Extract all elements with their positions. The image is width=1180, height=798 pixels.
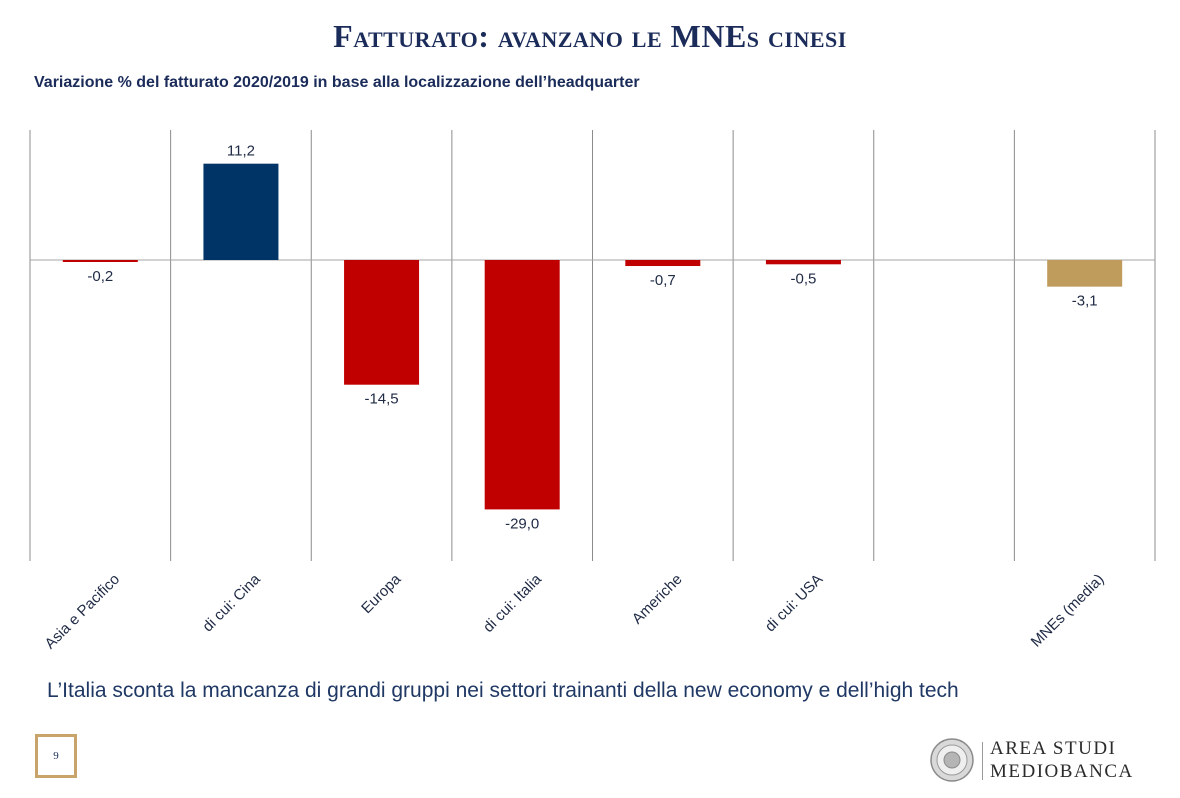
logo-text-line2: MEDIOBANCA (990, 761, 1134, 782)
category-label: MNEs (media) (1028, 571, 1108, 651)
data-label: -29,0 (505, 515, 539, 532)
bar (1047, 260, 1123, 287)
category-label: di cui: Italia (480, 570, 546, 636)
data-label: -14,5 (364, 391, 398, 408)
logo-text-line1: AREA STUDI (990, 738, 1117, 759)
data-label: -0,5 (791, 270, 817, 287)
chart-subtitle: Variazione % del fatturato 2020/2019 in … (34, 74, 640, 91)
category-label: Americhe (629, 571, 686, 628)
bar-chart: -0,2 Asia e Pacifico 11,2 di cui: Cina -14,5… (29, 130, 1156, 653)
category-label: Europa (358, 570, 405, 617)
bar (484, 260, 560, 510)
category-label: Asia e Pacifico (42, 571, 124, 653)
page-number: 9 (53, 750, 59, 762)
bar (203, 163, 279, 260)
category-label: di cui: Cina (199, 570, 264, 635)
data-label: -0,7 (650, 272, 676, 289)
mediobanca-logo: AREA STUDI MEDIOBANCA (928, 736, 1148, 786)
footnote-text: L’Italia sconta la mancanza di grandi gr… (47, 679, 959, 702)
bar (344, 260, 420, 385)
bar (625, 260, 701, 267)
category-label: di cui: USA (762, 571, 826, 635)
seal-icon (930, 738, 974, 782)
bar (765, 260, 841, 265)
data-label: 11,2 (227, 143, 255, 160)
data-label: -0,2 (87, 268, 113, 285)
bar (62, 260, 138, 262)
data-label: -3,1 (1072, 293, 1098, 310)
logo-divider (982, 742, 983, 780)
page-number-box: 9 (35, 734, 77, 778)
slide-title: Fatturato: avanzano le MNEs cinesi (333, 18, 847, 54)
